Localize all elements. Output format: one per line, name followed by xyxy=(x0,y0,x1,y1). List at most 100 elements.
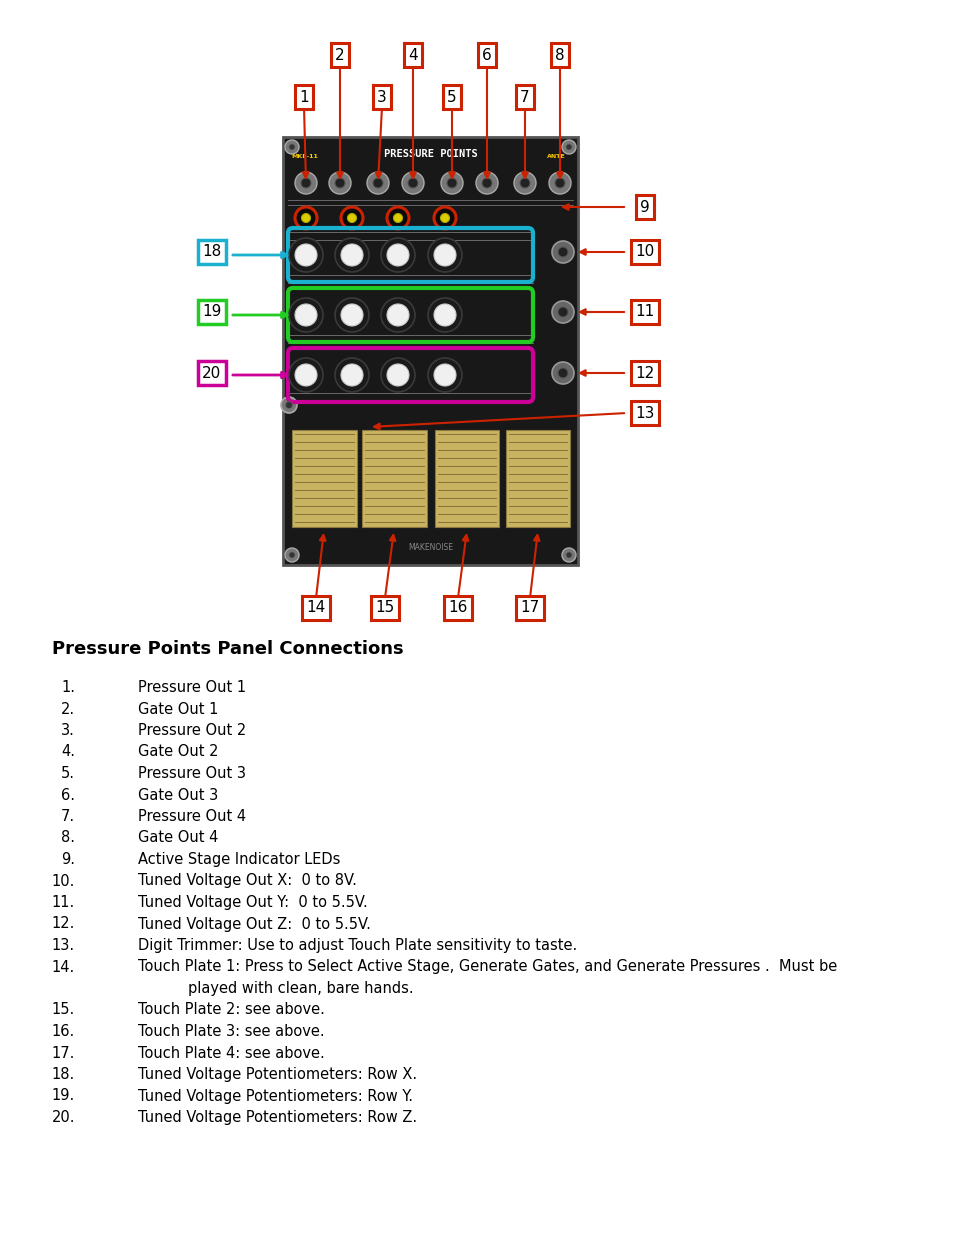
Text: Touch Plate 4: see above.: Touch Plate 4: see above. xyxy=(138,1046,324,1061)
Text: 3: 3 xyxy=(376,89,387,105)
Text: MKE-11: MKE-11 xyxy=(292,154,318,159)
Circle shape xyxy=(393,214,402,222)
Bar xyxy=(361,430,427,527)
Text: 15.: 15. xyxy=(51,1003,75,1018)
Circle shape xyxy=(373,178,382,188)
FancyBboxPatch shape xyxy=(283,137,578,564)
Circle shape xyxy=(329,172,351,194)
Circle shape xyxy=(387,245,409,266)
Text: Touch Plate 3: see above.: Touch Plate 3: see above. xyxy=(138,1024,324,1039)
Text: 2: 2 xyxy=(335,47,344,63)
Text: Gate Out 3: Gate Out 3 xyxy=(138,788,218,803)
Circle shape xyxy=(294,245,316,266)
Circle shape xyxy=(476,172,497,194)
Text: Tuned Voltage Potentiometers: Row Z.: Tuned Voltage Potentiometers: Row Z. xyxy=(138,1110,416,1125)
Circle shape xyxy=(294,207,316,228)
Circle shape xyxy=(428,298,461,332)
Text: Pressure Out 4: Pressure Out 4 xyxy=(138,809,246,824)
Text: 18.: 18. xyxy=(51,1067,75,1082)
Text: 3.: 3. xyxy=(61,722,75,739)
Circle shape xyxy=(434,245,456,266)
Circle shape xyxy=(440,172,462,194)
Text: Pressure Out 1: Pressure Out 1 xyxy=(138,680,246,695)
Circle shape xyxy=(558,247,567,257)
Text: Tuned Voltage Out X:  0 to 8V.: Tuned Voltage Out X: 0 to 8V. xyxy=(138,873,356,888)
Circle shape xyxy=(561,548,576,562)
Text: 11.: 11. xyxy=(51,895,75,910)
Text: 2.: 2. xyxy=(61,701,75,716)
Text: Active Stage Indicator LEDs: Active Stage Indicator LEDs xyxy=(138,852,340,867)
Circle shape xyxy=(340,364,363,387)
Circle shape xyxy=(289,298,323,332)
Text: played with clean, bare hands.: played with clean, bare hands. xyxy=(188,981,414,995)
Text: 12.: 12. xyxy=(51,916,75,931)
Circle shape xyxy=(548,172,571,194)
Circle shape xyxy=(408,178,417,188)
Text: 9: 9 xyxy=(639,200,649,215)
Circle shape xyxy=(301,214,310,222)
Text: 7.: 7. xyxy=(61,809,75,824)
Text: 5: 5 xyxy=(447,89,456,105)
Text: 4: 4 xyxy=(408,47,417,63)
Circle shape xyxy=(558,368,567,378)
Text: 19.: 19. xyxy=(51,1088,75,1104)
Text: Gate Out 2: Gate Out 2 xyxy=(138,745,218,760)
Text: Tuned Voltage Out Y:  0 to 5.5V.: Tuned Voltage Out Y: 0 to 5.5V. xyxy=(138,895,367,910)
Circle shape xyxy=(552,362,574,384)
Circle shape xyxy=(340,207,363,228)
Circle shape xyxy=(367,172,389,194)
Circle shape xyxy=(552,241,574,263)
Text: Pressure Out 2: Pressure Out 2 xyxy=(138,722,246,739)
Text: 14: 14 xyxy=(306,600,325,615)
Circle shape xyxy=(294,172,316,194)
Text: 1: 1 xyxy=(299,89,309,105)
Text: 8: 8 xyxy=(555,47,564,63)
Circle shape xyxy=(340,304,363,326)
Text: 8.: 8. xyxy=(61,830,75,846)
Text: 20: 20 xyxy=(202,366,221,380)
Text: 4.: 4. xyxy=(61,745,75,760)
Circle shape xyxy=(561,140,576,154)
Circle shape xyxy=(380,238,415,272)
Text: PRESSURE POINTS: PRESSURE POINTS xyxy=(383,149,476,159)
Circle shape xyxy=(289,358,323,391)
Circle shape xyxy=(552,301,574,324)
Text: Pressure Out 3: Pressure Out 3 xyxy=(138,766,246,781)
Text: 6: 6 xyxy=(481,47,492,63)
Circle shape xyxy=(335,358,369,391)
Circle shape xyxy=(301,178,311,188)
Text: 6.: 6. xyxy=(61,788,75,803)
Bar xyxy=(435,430,498,527)
Circle shape xyxy=(335,178,345,188)
Circle shape xyxy=(447,178,456,188)
Circle shape xyxy=(387,207,409,228)
Circle shape xyxy=(565,144,572,149)
Text: 14.: 14. xyxy=(51,960,75,974)
Text: 13.: 13. xyxy=(51,939,75,953)
Circle shape xyxy=(555,178,564,188)
Circle shape xyxy=(401,172,423,194)
Text: Pressure Points Panel Connections: Pressure Points Panel Connections xyxy=(52,640,403,658)
Circle shape xyxy=(285,140,298,154)
Circle shape xyxy=(440,214,449,222)
Circle shape xyxy=(289,552,294,558)
Circle shape xyxy=(380,298,415,332)
Text: 19: 19 xyxy=(202,305,221,320)
Text: MAKENOISE: MAKENOISE xyxy=(408,542,453,552)
Text: 20.: 20. xyxy=(51,1110,75,1125)
Text: 12: 12 xyxy=(635,366,654,380)
Circle shape xyxy=(434,304,456,326)
Text: 10.: 10. xyxy=(51,873,75,888)
Text: 18: 18 xyxy=(202,245,221,259)
Text: 17.: 17. xyxy=(51,1046,75,1061)
Text: ANTE: ANTE xyxy=(546,154,565,159)
Text: Tuned Voltage Out Z:  0 to 5.5V.: Tuned Voltage Out Z: 0 to 5.5V. xyxy=(138,916,371,931)
Bar xyxy=(505,430,569,527)
Circle shape xyxy=(294,364,316,387)
Circle shape xyxy=(289,144,294,149)
Text: Touch Plate 1: Press to Select Active Stage, Generate Gates, and Generate Pressu: Touch Plate 1: Press to Select Active St… xyxy=(138,960,837,974)
Circle shape xyxy=(289,238,323,272)
Circle shape xyxy=(380,358,415,391)
Text: 11: 11 xyxy=(635,305,654,320)
Text: 16: 16 xyxy=(448,600,467,615)
